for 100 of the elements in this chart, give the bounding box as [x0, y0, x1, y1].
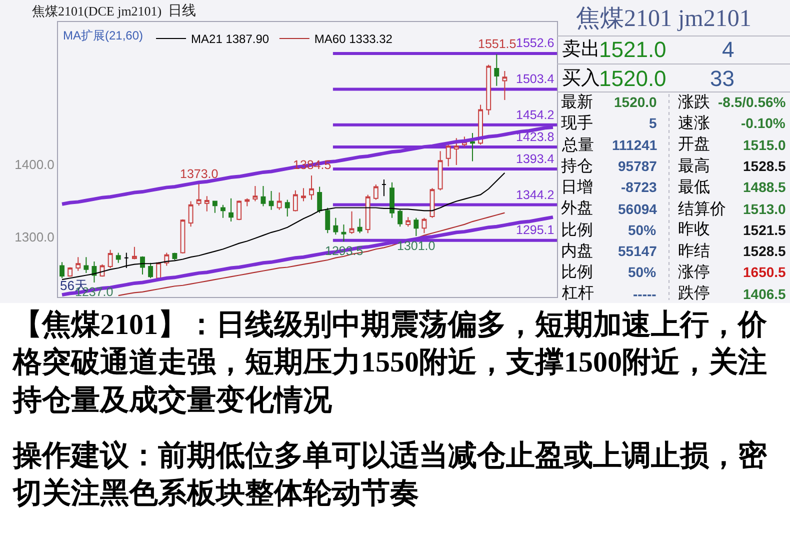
- candlestick: [68, 266, 73, 278]
- candlestick: [454, 138, 459, 166]
- text: 50%: [628, 264, 657, 280]
- text: 日增: [561, 179, 593, 196]
- annotation: 1373.0: [180, 167, 218, 181]
- ref-line-label: 1503.4: [516, 72, 554, 86]
- line-series: [60, 215, 555, 297]
- candlestick: [317, 186, 322, 214]
- candlestick: [502, 70, 508, 100]
- text: 1520.0: [614, 94, 658, 110]
- text: 最高: [678, 157, 710, 175]
- candlestick: [260, 185, 266, 207]
- candlestick: [292, 190, 298, 212]
- text: 4: [722, 37, 734, 62]
- text: 昨收: [678, 221, 710, 238]
- ref-line-label: 1423.8: [516, 130, 554, 144]
- text: 1515.0: [743, 137, 786, 153]
- candlestick: [341, 224, 346, 242]
- candlestick: [140, 256, 145, 276]
- ref-line-label: 1393.4: [516, 152, 554, 166]
- ref-line-label: 1552.6: [516, 36, 554, 50]
- text: 焦煤2101 jm2101: [576, 6, 752, 32]
- y-tick-label: 1300.0: [14, 229, 54, 244]
- text: 56094: [618, 201, 658, 217]
- text: 【焦煤2101】：日线级别中期震荡偏多，短期加速上行，价格突破通道走强，短期压力1550附近，支撑1500附近，关注持仓量及成交量变化情况: [12, 309, 768, 416]
- text: 1520.0: [599, 66, 666, 91]
- text: 5: [649, 115, 657, 131]
- candlestick: [470, 132, 475, 162]
- text: 1528.5: [743, 158, 786, 174]
- text: 95787: [618, 158, 658, 174]
- text: 50%: [628, 222, 657, 238]
- ref-line-label: 1344.2: [516, 188, 554, 202]
- candlestick: [325, 207, 330, 234]
- candlestick: [309, 174, 314, 200]
- candlestick: [180, 218, 186, 254]
- candlestick: [76, 256, 81, 272]
- candlestick: [276, 192, 282, 210]
- text: 杠杆: [561, 285, 594, 302]
- candlestick: [414, 217, 419, 237]
- text: 最新: [561, 93, 593, 111]
- candlestick: [494, 54, 500, 86]
- candlestick: [60, 262, 64, 279]
- candlestick: [398, 209, 403, 228]
- y-tick-label: 1400.0: [14, 156, 54, 172]
- text: 总量: [561, 136, 594, 154]
- candlestick: [124, 252, 129, 268]
- text: 操作建议：前期低位多单可以适当减仓止盈或上调止损，密切关注黑色系板块整体轮动节奏: [12, 439, 768, 510]
- text: 1521.0: [599, 37, 666, 62]
- text: -8.5/0.56%: [718, 94, 786, 110]
- candlestick: [301, 188, 306, 202]
- candlestick: [236, 200, 242, 221]
- text: -----: [633, 286, 657, 302]
- text: 涨跌: [678, 93, 710, 111]
- text: 结算价: [678, 200, 726, 218]
- text: 现手: [561, 114, 593, 132]
- text: 外盘: [561, 200, 593, 217]
- legend-label: MA21 1387.90: [191, 32, 270, 46]
- text: 111241: [612, 137, 658, 153]
- text: 1650.5: [743, 264, 786, 280]
- text: 1521.5: [743, 222, 786, 238]
- text: 1513.0: [743, 201, 786, 217]
- candlestick: [228, 198, 234, 222]
- text: -0.10%: [741, 115, 786, 131]
- candlestick: [333, 217, 338, 236]
- candlestick: [446, 142, 451, 167]
- text: 买入: [562, 68, 600, 89]
- candlestick: [390, 182, 394, 218]
- ref-line-label: 1295.1: [516, 223, 554, 237]
- candlestick: [220, 204, 226, 218]
- candlestick: [357, 218, 362, 234]
- candlestick: [244, 198, 250, 207]
- text: 昨结: [678, 242, 710, 260]
- text: 涨停: [678, 263, 710, 281]
- candlestick: [268, 190, 274, 210]
- candlestick: [84, 256, 89, 274]
- candlestick: [132, 246, 137, 260]
- text: 跌停: [678, 285, 710, 302]
- text: 开盘: [678, 136, 710, 153]
- text: 1528.5: [743, 243, 786, 259]
- candlestick: [252, 185, 258, 202]
- annotation: 1551.5: [478, 37, 516, 51]
- candlestick: [108, 249, 113, 268]
- candlestick: [373, 184, 378, 200]
- chart-subtitle: 日线: [168, 3, 196, 19]
- legend-label: MA60 1333.32: [314, 32, 393, 46]
- candlestick: [172, 252, 178, 260]
- candlestick: [422, 217, 427, 234]
- text: -8723: [621, 179, 658, 195]
- candlestick: [148, 262, 154, 279]
- candlestick: [365, 194, 370, 234]
- text: 内盘: [561, 242, 593, 260]
- text: 比例: [561, 221, 593, 239]
- candlestick: [349, 210, 354, 234]
- chart-title: 焦煤2101(DCE jm2101): [32, 4, 162, 19]
- text: 1488.5: [743, 179, 786, 195]
- text: 55147: [618, 243, 658, 259]
- candlestick: [92, 260, 97, 283]
- annotation: 1293.5: [325, 244, 364, 258]
- candlestick: [284, 199, 290, 217]
- text: 比例: [561, 263, 593, 281]
